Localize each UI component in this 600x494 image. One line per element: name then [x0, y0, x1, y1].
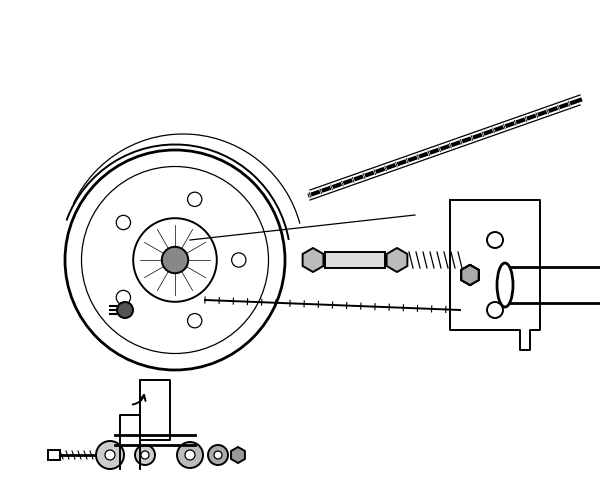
Polygon shape	[231, 447, 245, 463]
Polygon shape	[386, 248, 407, 272]
Circle shape	[135, 445, 155, 465]
Circle shape	[185, 450, 195, 460]
Polygon shape	[461, 265, 479, 285]
Circle shape	[117, 302, 133, 318]
Polygon shape	[302, 248, 323, 272]
Circle shape	[214, 451, 222, 459]
Polygon shape	[461, 265, 479, 285]
Circle shape	[208, 445, 228, 465]
Bar	[325, 252, 385, 268]
Circle shape	[141, 451, 149, 459]
Circle shape	[96, 441, 124, 469]
Circle shape	[177, 442, 203, 468]
Polygon shape	[461, 265, 479, 285]
Bar	[48, 450, 60, 460]
Polygon shape	[461, 265, 479, 285]
Polygon shape	[461, 265, 479, 285]
Circle shape	[105, 450, 115, 460]
Circle shape	[162, 247, 188, 273]
Polygon shape	[461, 265, 479, 285]
